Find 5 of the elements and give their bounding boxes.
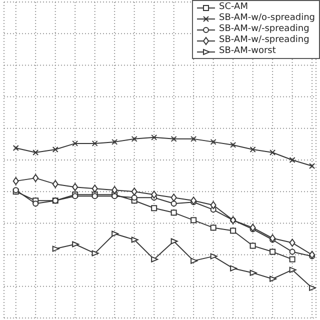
- legend-label: SB-AM-w/-spreading: [218, 35, 310, 46]
- legend-label: SC-AM: [218, 2, 248, 13]
- legend-label: SB-AM-w/o-spreading: [218, 13, 315, 24]
- legend-label: SB-AM-worst: [218, 46, 276, 57]
- legend-label: SB-AM-w/-spreading: [218, 24, 310, 35]
